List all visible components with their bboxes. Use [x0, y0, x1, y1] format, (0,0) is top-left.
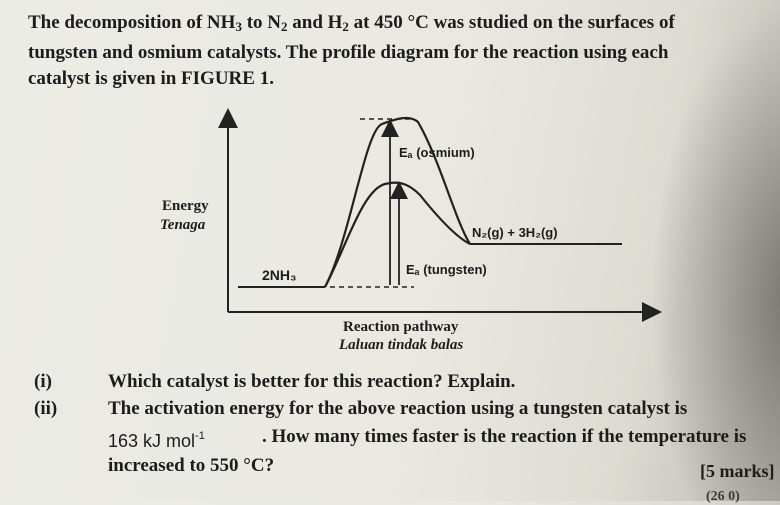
y-axis-label-my: Tenaga	[160, 217, 206, 233]
product-label: N₂(g) + 3H₂(g)	[472, 225, 558, 240]
question-i-number: (i)	[34, 371, 52, 392]
intro-line-2: tungsten and osmium catalysts. The profi…	[28, 42, 669, 63]
question-intro: The decomposition of NH3 to N2 and H2 at…	[28, 10, 763, 92]
question-ii-line-1: The activation energy for the above reac…	[108, 398, 688, 419]
reactant-label: 2NH₃	[262, 267, 296, 283]
intro-line-3: catalyst is given in FIGURE 1.	[28, 68, 274, 89]
x-axis-label-my: Laluan tindak balas	[338, 337, 463, 353]
y-axis-label-en: Energy	[162, 198, 209, 214]
x-axis-label-en: Reaction pathway	[343, 319, 459, 335]
tungsten-ea-label: Eₐ (tungsten)	[406, 262, 487, 277]
intro-line-1: The decomposition of NH3 to N2 and H2 at…	[28, 12, 675, 34]
question-ii-number: (ii)	[34, 398, 58, 419]
page-number-cut: (26 0)	[706, 489, 740, 504]
marks-label: [5 marks]	[700, 461, 775, 481]
question-i-text: Which catalyst is better for this reacti…	[108, 371, 516, 392]
osmium-ea-label: Eₐ (osmium)	[399, 145, 475, 160]
